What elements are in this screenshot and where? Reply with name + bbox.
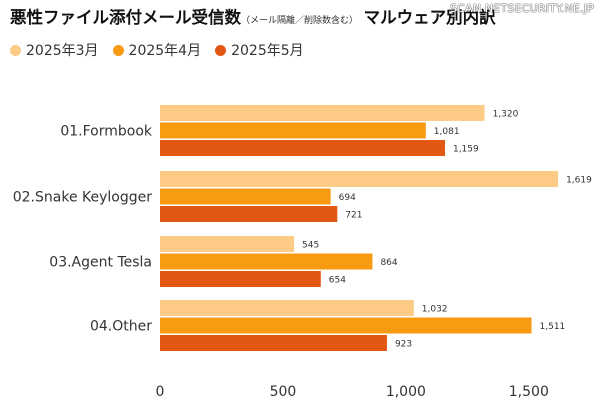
legend: 2025年3月 2025年4月 2025年5月: [10, 40, 304, 60]
x-tick-label: 1,500: [509, 384, 549, 400]
bar: [160, 317, 532, 334]
legend-label: 2025年3月: [26, 43, 99, 59]
bar: [160, 335, 387, 351]
data-label: 1,619: [566, 176, 592, 186]
x-tick-label: 1,000: [386, 384, 426, 400]
data-label: 545: [302, 241, 319, 251]
chart-title-main: 悪性ファイル添付メール受信数: [10, 8, 241, 27]
bar: [160, 140, 445, 156]
data-label: 864: [380, 258, 397, 268]
legend-swatch: [215, 44, 227, 56]
chart-title: 悪性ファイル添付メール受信数（メール隔離／削除数含む） マルウェア別内訳: [10, 4, 496, 28]
legend-label: 2025年5月: [231, 43, 304, 59]
data-label: 654: [329, 276, 346, 286]
category-label: 03.Agent Tesla: [49, 255, 152, 271]
bar: [160, 188, 331, 205]
bar: [160, 236, 295, 252]
bar: [160, 271, 321, 287]
bar: [160, 253, 373, 270]
data-label: 1,032: [422, 305, 448, 315]
watermark: SCAN NETSECURITY.NE.JP: [449, 2, 594, 15]
data-label: 923: [395, 340, 412, 350]
legend-swatch: [112, 44, 124, 56]
x-tick-label: 500: [270, 384, 297, 400]
legend-item: 2025年4月: [112, 40, 202, 60]
bar: [160, 122, 426, 139]
legend-item: 2025年3月: [10, 40, 99, 60]
chart-title-tail: マルウェア別内訳: [363, 8, 496, 27]
category-label: 04.Other: [90, 319, 152, 335]
bar: [160, 171, 559, 187]
legend-item: 2025年5月: [215, 40, 304, 60]
data-label: 1,081: [434, 127, 460, 137]
data-label: 1,159: [453, 145, 479, 155]
data-label: 1,320: [493, 110, 519, 120]
data-label: 1,511: [540, 322, 566, 332]
data-label: 721: [345, 211, 362, 221]
bar: [160, 206, 338, 222]
category-label: 01.Formbook: [60, 124, 153, 140]
legend-label: 2025年4月: [128, 43, 202, 59]
chart-title-note: （メール隔離／削除数含む）: [241, 16, 359, 26]
category-label: 02.Snake Keylogger: [13, 190, 152, 206]
data-label: 694: [339, 193, 356, 203]
legend-swatch: [10, 44, 21, 56]
bar: [160, 300, 414, 316]
x-tick-label: 0: [156, 384, 165, 400]
bar: [160, 105, 485, 121]
